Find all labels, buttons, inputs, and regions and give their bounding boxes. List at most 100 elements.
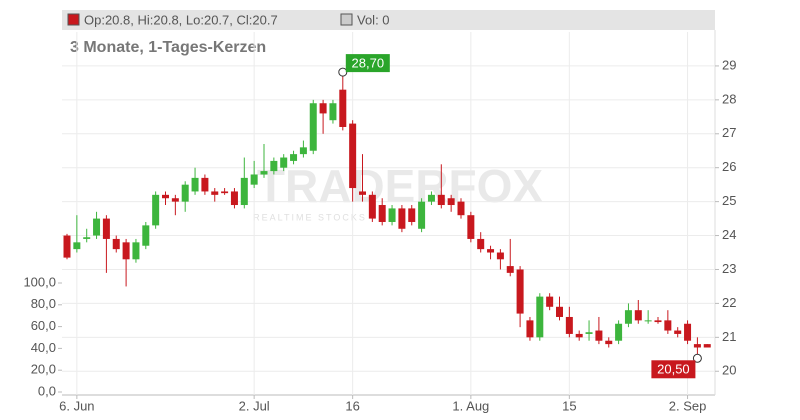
candle-body <box>83 237 91 239</box>
candle-body <box>359 191 366 195</box>
candle-body <box>63 235 71 258</box>
y-tick-label: 29 <box>722 57 736 72</box>
candle-body <box>427 194 435 202</box>
candle-body <box>693 344 701 348</box>
candle-body <box>398 208 406 229</box>
candle-body <box>270 160 278 172</box>
candle-body <box>73 242 81 250</box>
y-tick-label: 25 <box>722 193 736 208</box>
candle-body <box>684 323 692 341</box>
candle-body <box>624 310 632 324</box>
candle-body <box>575 333 583 338</box>
candle-body <box>280 157 288 168</box>
x-tick-label: 2. Sep <box>669 398 707 413</box>
candle-body <box>339 89 347 127</box>
candle-body <box>240 177 248 206</box>
candle-body <box>487 249 495 253</box>
candle-body <box>309 103 317 151</box>
candle-body <box>162 194 169 199</box>
candle-body <box>142 225 150 246</box>
candle-body <box>122 242 130 260</box>
candle-body <box>250 174 258 185</box>
y-tick-label: 21 <box>722 329 736 344</box>
candle-body <box>230 191 238 206</box>
y2-tick-label: 40,0 <box>31 340 56 355</box>
candle-body <box>467 215 475 239</box>
candle-body <box>437 194 445 206</box>
candle-body <box>299 147 307 155</box>
y-tick-label: 24 <box>722 227 736 242</box>
candle-body <box>457 201 465 216</box>
candle-body <box>703 344 711 348</box>
candle-body <box>152 194 160 226</box>
candle-body <box>329 103 337 121</box>
candle-body <box>368 194 376 219</box>
candle-body <box>102 218 110 239</box>
candle-body <box>496 252 504 260</box>
y2-tick-label: 100,0 <box>23 274 56 289</box>
annotation-marker <box>338 67 348 77</box>
candle-body <box>674 330 682 334</box>
candle-body <box>349 123 357 189</box>
candle-body <box>546 296 554 307</box>
header-bar <box>62 10 715 30</box>
y-tick-label: 22 <box>722 295 736 310</box>
y2-tick-label: 60,0 <box>31 318 56 333</box>
x-tick-label: 2. Jul <box>239 398 270 413</box>
y2-tick-label: 20,0 <box>31 362 56 377</box>
candle-body <box>585 332 593 334</box>
y2-tick-label: 80,0 <box>31 296 56 311</box>
candle-body <box>93 218 101 236</box>
candle-body <box>112 238 120 250</box>
annotation-box <box>651 360 696 379</box>
candle-body <box>319 103 327 114</box>
candle-body <box>290 154 298 161</box>
candle-body <box>408 208 416 222</box>
header-volume: Vol: 0 <box>357 12 390 27</box>
candle-body <box>260 171 268 175</box>
y-tick-label: 27 <box>722 125 736 140</box>
candle-body <box>526 320 534 338</box>
candle-body <box>211 191 219 195</box>
candle-body <box>181 184 189 202</box>
candle-body <box>634 310 642 321</box>
candle-body <box>654 320 662 323</box>
candle-body <box>447 198 455 206</box>
y-tick-label: 26 <box>722 159 736 174</box>
candle-body <box>477 238 485 250</box>
y-tick-label: 28 <box>722 91 736 106</box>
candle-body <box>516 269 524 314</box>
annotation-label: 28,70 <box>352 56 385 71</box>
y-tick-label: 20 <box>722 363 736 378</box>
annotation-label: 20,50 <box>657 362 690 377</box>
candle-body <box>556 306 563 317</box>
candle-body <box>615 323 623 341</box>
candle-body <box>388 208 396 222</box>
candle-body <box>191 177 199 192</box>
candle-body <box>418 201 426 229</box>
candle-body <box>171 198 179 202</box>
candle-body <box>201 177 209 192</box>
candle-body <box>605 340 613 345</box>
candle-body <box>132 242 140 260</box>
candle-body <box>221 191 229 194</box>
candle-body <box>506 266 514 273</box>
candle-body <box>595 330 603 341</box>
candle-body <box>644 320 652 322</box>
watermark-sub: REALTIME STOCKS <box>253 212 367 222</box>
annotation-box <box>345 54 390 73</box>
candle-body <box>664 320 672 331</box>
y-tick-label: 23 <box>722 261 736 276</box>
subtitle: 3 Monate, 1-Tages-Kerzen <box>70 39 266 56</box>
ohlc-icon <box>67 13 80 26</box>
candle-body <box>536 296 544 338</box>
y2-tick-label: 0,0 <box>38 383 56 398</box>
candle-body <box>378 205 386 222</box>
header-ohlc: Op:20.8, Hi:20.8, Lo:20.7, Cl:20.7 <box>84 12 278 27</box>
watermark: TRADERFOX <box>257 160 544 212</box>
x-tick-label: 1. Aug <box>452 398 489 413</box>
x-tick-label: 6. Jun <box>59 398 94 413</box>
candle-body <box>565 316 573 334</box>
x-tick-label: 16 <box>345 398 359 413</box>
